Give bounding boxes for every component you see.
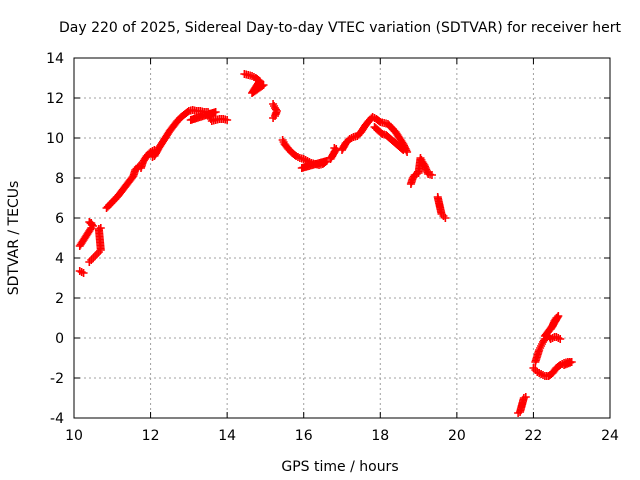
data-points — [75, 70, 576, 417]
plot-frame — [73, 57, 611, 419]
data-point — [107, 198, 116, 207]
data-point — [393, 131, 402, 139]
data-point — [77, 268, 86, 276]
data-point — [163, 130, 172, 138]
y-tick-label: -4 — [50, 411, 64, 427]
y-axis-ticks: -4 -2 0 2 4 6 8 10 12 14 — [46, 51, 610, 427]
data-point — [246, 71, 255, 80]
data-point — [539, 336, 548, 345]
data-point — [547, 323, 556, 332]
y-tick-label: 4 — [55, 251, 64, 267]
data-point — [293, 153, 302, 161]
data-point — [402, 146, 411, 155]
data-point — [426, 170, 435, 179]
data-point — [103, 202, 112, 211]
y-tick-label: 2 — [55, 291, 64, 307]
data-point — [111, 194, 120, 203]
data-point — [95, 226, 104, 235]
data-point — [159, 136, 168, 144]
x-axis-label: GPS time / hours — [281, 459, 398, 475]
y-axis-label: SDTVAR / TECUs — [6, 181, 22, 296]
data-point — [554, 334, 563, 342]
data-point — [86, 219, 95, 228]
data-point — [285, 146, 294, 155]
data-point — [327, 153, 336, 162]
data-point — [539, 371, 547, 379]
x-tick-label: 16 — [295, 428, 313, 444]
data-point — [79, 269, 88, 277]
data-point — [210, 108, 219, 117]
x-tick-label: 10 — [65, 428, 83, 444]
data-point — [378, 118, 387, 127]
data-point — [389, 125, 398, 134]
data-point — [156, 142, 165, 150]
data-point — [397, 137, 406, 145]
y-tick-label: -2 — [50, 371, 64, 387]
data-point — [556, 335, 565, 343]
data-point — [299, 163, 308, 172]
x-tick-label: 14 — [218, 428, 236, 444]
data-point — [132, 164, 141, 173]
data-point — [174, 115, 183, 124]
y-tick-label: 0 — [55, 331, 64, 347]
x-axis-ticks: 10 12 14 16 18 20 22 24 — [65, 58, 619, 444]
y-tick-label: 6 — [55, 211, 64, 227]
chart-title: Day 220 of 2025, Sidereal Day-to-day VTE… — [59, 20, 621, 36]
data-point — [209, 116, 218, 125]
data-point — [519, 395, 528, 404]
data-point — [347, 134, 356, 142]
data-point — [140, 155, 149, 163]
data-point — [553, 363, 562, 371]
data-point — [396, 144, 405, 152]
data-point — [182, 109, 191, 117]
y-tick-label: 14 — [46, 51, 64, 67]
data-point — [242, 70, 251, 79]
y-tick-label: 12 — [46, 91, 64, 107]
data-point — [385, 121, 394, 130]
y-tick-label: 10 — [46, 131, 64, 147]
data-point — [87, 220, 96, 229]
x-tick-label: 18 — [371, 428, 389, 444]
data-point — [133, 163, 142, 172]
data-point — [297, 154, 306, 163]
data-point — [398, 145, 407, 153]
data-point — [258, 81, 267, 90]
data-point — [534, 347, 543, 356]
data-point — [373, 116, 382, 124]
data-point — [271, 110, 280, 119]
x-tick-label: 20 — [448, 428, 466, 444]
data-point — [221, 115, 230, 124]
y-tick-label: 8 — [55, 171, 64, 187]
x-tick-label: 24 — [601, 428, 619, 444]
data-point — [437, 208, 446, 217]
data-point — [343, 137, 352, 146]
data-point — [328, 152, 337, 161]
data-point — [144, 150, 153, 159]
data-point — [359, 125, 368, 133]
data-point — [561, 360, 570, 369]
data-point — [354, 130, 363, 139]
data-point — [375, 127, 384, 136]
grid — [74, 58, 610, 418]
x-tick-label: 12 — [142, 428, 160, 444]
data-point — [366, 115, 375, 124]
x-tick-label: 22 — [525, 428, 543, 444]
data-point — [256, 82, 265, 91]
data-point — [441, 214, 450, 222]
data-point — [289, 150, 298, 158]
